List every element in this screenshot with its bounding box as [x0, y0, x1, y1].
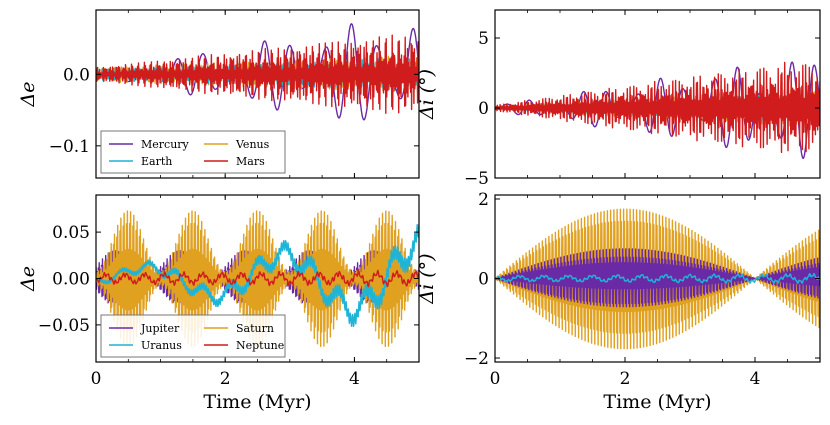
y-tick-label: 5: [478, 29, 489, 49]
chart-bottom-right: 0 2 420−2Δi (°)Time (Myr): [416, 190, 821, 413]
y-tick-label: 2: [478, 190, 489, 210]
y-tick-label: −0.1: [49, 137, 90, 157]
legend: Mercury Venus Earth Mars: [100, 130, 286, 174]
y-axis-label: Δe: [17, 82, 39, 108]
x-tick-label: 2: [220, 369, 231, 389]
series-group: [96, 23, 419, 121]
x-tick-label: 4: [750, 369, 761, 389]
y-axis-label: Δe: [17, 266, 39, 292]
x-tick-label: 4: [349, 369, 360, 389]
series-group: [495, 61, 820, 159]
series-group: [96, 210, 419, 348]
legend-box: [100, 130, 286, 174]
legend-label: Neptune: [236, 339, 284, 352]
y-axis-label: Δi (°): [416, 69, 438, 120]
x-tick-label: 2: [620, 369, 631, 389]
y-tick-label: 0.00: [52, 270, 90, 290]
series-line-uranus: [495, 272, 820, 284]
series-line-uranus: [96, 223, 419, 328]
legend-label: Mercury: [141, 138, 190, 151]
legend-label: Saturn: [236, 322, 274, 335]
y-tick-label: −2: [464, 349, 489, 369]
y-tick-label: 0: [478, 99, 489, 119]
legend: Jupiter Saturn Uranus Neptune: [100, 314, 286, 358]
legend-label: Earth: [141, 155, 172, 168]
chart-top-right: 5 0 −5 Δi (°): [416, 9, 821, 189]
chart-bottom-left: 0 2 4 0.05 0.00 −0.05 Δe Time (Myr) Jupiter Satur…: [17, 194, 420, 413]
y-axis-label: Δi (°): [416, 253, 438, 304]
y-tick-label: 0: [478, 270, 489, 290]
series-line-saturn: [96, 210, 419, 348]
legend-label: Venus: [235, 138, 270, 151]
legend-label: Uranus: [141, 339, 182, 352]
series-group: [495, 208, 820, 350]
series-line-mars: [495, 61, 820, 154]
legend-label: Jupiter: [140, 322, 180, 335]
x-axis-label: Time (Myr): [603, 391, 711, 413]
x-tick-label: 0: [91, 369, 102, 389]
series-line-neptune: [96, 269, 419, 288]
y-tick-label: −0.05: [38, 316, 90, 336]
legend-box: [100, 314, 286, 358]
series-line-mars: [96, 34, 419, 114]
x-axis-label: Time (Myr): [203, 391, 311, 413]
y-tick-label: 0.0: [63, 65, 90, 85]
x-tick-label: 0: [490, 369, 501, 389]
y-tick-label: −5: [464, 169, 489, 189]
chart-top-left: 0.0 −0.1 Δe Mercury Venus Earth Mars: [17, 9, 420, 179]
legend-label: Mars: [236, 155, 265, 168]
y-tick-label: 0.05: [52, 223, 90, 243]
